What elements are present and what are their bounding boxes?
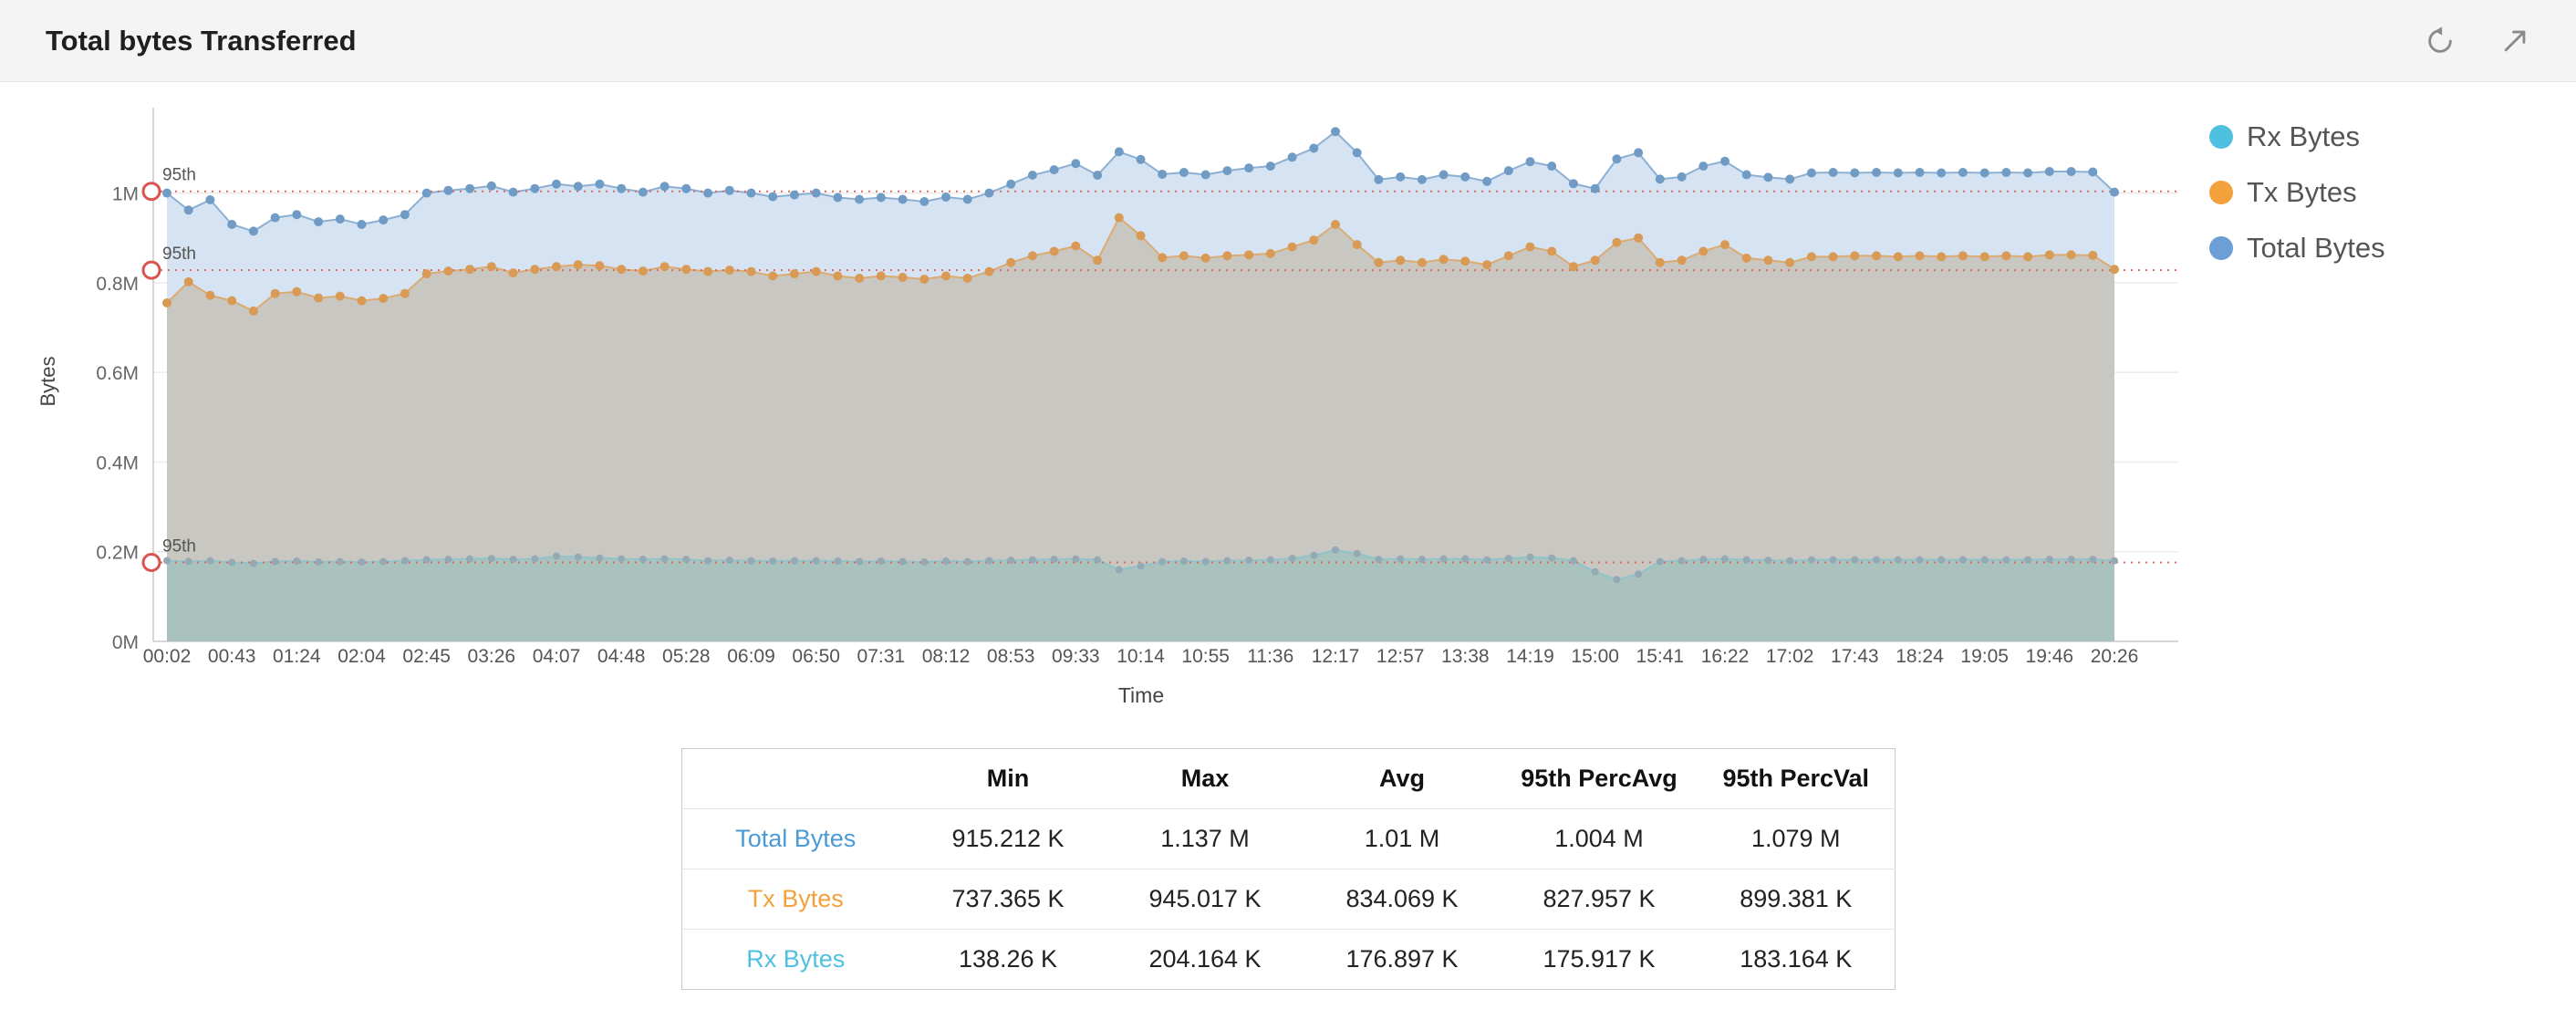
table-cell: 899.381 K: [1740, 885, 1853, 912]
table-row-total-bytes: Total Bytes 915.212 K 1.137 M 1.01 M 1.0…: [681, 808, 1895, 869]
table-cell: 183.164 K: [1740, 945, 1853, 973]
column-header-95th-percval: 95th PercVal: [1722, 765, 1870, 792]
svg-text:01:24: 01:24: [273, 646, 321, 667]
svg-text:03:26: 03:26: [468, 646, 516, 667]
table-cell: 176.897 K: [1345, 945, 1459, 973]
column-header-max: Max: [1180, 765, 1230, 792]
svg-text:13:38: 13:38: [1441, 646, 1490, 667]
svg-text:15:41: 15:41: [1636, 646, 1685, 667]
summary-table: Min Max Avg 95th PercAvg 95th PercVal To…: [680, 748, 1896, 990]
table-cell: 175.917 K: [1542, 945, 1656, 973]
series-label-rx-bytes[interactable]: Rx Bytes: [746, 945, 846, 973]
svg-text:04:48: 04:48: [597, 646, 646, 667]
table-cell: 834.069 K: [1345, 885, 1459, 912]
svg-text:11:36: 11:36: [1247, 646, 1293, 667]
table-cell: 138.26 K: [958, 945, 1058, 973]
legend-label: Total Bytes: [2247, 232, 2385, 264]
table-row-tx-bytes: Tx Bytes 737.365 K 945.017 K 834.069 K 8…: [681, 869, 1895, 930]
table-cell: 1.137 M: [1160, 825, 1250, 852]
column-header-blank: [681, 749, 909, 809]
svg-text:19:46: 19:46: [2026, 646, 2074, 667]
svg-text:95th: 95th: [162, 537, 196, 557]
expand-icon[interactable]: [2499, 26, 2530, 57]
refresh-icon[interactable]: [2425, 26, 2456, 57]
legend-dot-total: [2209, 236, 2233, 260]
svg-text:0.2M: 0.2M: [96, 543, 139, 564]
svg-text:0M: 0M: [112, 632, 139, 653]
svg-text:12:17: 12:17: [1312, 646, 1360, 667]
svg-text:17:02: 17:02: [1766, 646, 1814, 667]
svg-text:Bytes: Bytes: [36, 356, 59, 406]
legend-item-total-bytes[interactable]: Total Bytes: [2209, 232, 2385, 265]
chart-canvas[interactable]: 0M 0.2M 0.4M 0.6M 0.8M 1M 95th 95th 95th 00:02 00:…: [16, 89, 2206, 737]
table-cell: 945.017 K: [1148, 885, 1262, 912]
summary-table-section: Min Max Avg 95th PercAvg 95th PercVal To…: [0, 748, 2576, 990]
svg-text:05:28: 05:28: [662, 646, 711, 667]
svg-text:00:43: 00:43: [208, 646, 256, 667]
legend-dot-tx: [2209, 181, 2233, 204]
svg-text:20:26: 20:26: [2091, 646, 2139, 667]
table-cell: 827.957 K: [1542, 885, 1656, 912]
svg-text:08:53: 08:53: [987, 646, 1035, 667]
svg-text:00:02: 00:02: [143, 646, 192, 667]
svg-text:0.8M: 0.8M: [96, 274, 139, 295]
svg-text:06:50: 06:50: [792, 646, 840, 667]
table-cell: 737.365 K: [951, 885, 1065, 912]
svg-text:95th: 95th: [162, 166, 196, 185]
svg-text:02:04: 02:04: [338, 646, 386, 667]
svg-text:0.4M: 0.4M: [96, 453, 139, 474]
svg-text:09:33: 09:33: [1052, 646, 1100, 667]
svg-text:0.6M: 0.6M: [96, 363, 139, 384]
svg-text:1M: 1M: [112, 184, 139, 205]
svg-text:17:43: 17:43: [1831, 646, 1879, 667]
svg-text:19:05: 19:05: [1960, 646, 2009, 667]
svg-text:14:19: 14:19: [1506, 646, 1554, 667]
svg-text:07:31: 07:31: [857, 646, 906, 667]
svg-text:Time: Time: [1118, 683, 1164, 707]
table-cell: 1.079 M: [1750, 825, 1841, 852]
svg-text:18:24: 18:24: [1896, 646, 1944, 667]
column-header-avg: Avg: [1378, 765, 1425, 792]
table-cell: 204.164 K: [1148, 945, 1262, 973]
svg-text:15:00: 15:00: [1571, 646, 1619, 667]
svg-text:95th: 95th: [162, 245, 196, 264]
svg-text:16:22: 16:22: [1701, 646, 1750, 667]
legend-item-tx-bytes[interactable]: Tx Bytes: [2209, 176, 2385, 209]
series-label-tx-bytes[interactable]: Tx Bytes: [747, 885, 844, 912]
table-row-rx-bytes: Rx Bytes 138.26 K 204.164 K 176.897 K 17…: [681, 929, 1895, 990]
series-label-total-bytes[interactable]: Total Bytes: [735, 825, 857, 852]
svg-text:08:12: 08:12: [922, 646, 971, 667]
svg-text:12:57: 12:57: [1376, 646, 1425, 667]
widget-header: Total bytes Transferred: [0, 0, 2576, 82]
column-header-min: Min: [986, 765, 1030, 792]
svg-text:10:14: 10:14: [1117, 646, 1165, 667]
chart-legend: Rx Bytes Tx Bytes Total Bytes: [2206, 89, 2385, 737]
legend-dot-rx: [2209, 125, 2233, 149]
header-icons: [2425, 26, 2530, 57]
table-cell: 1.01 M: [1364, 825, 1440, 852]
svg-text:02:45: 02:45: [402, 646, 451, 667]
table-header-row: Min Max Avg 95th PercAvg 95th PercVal: [681, 749, 1895, 809]
table-cell: 915.212 K: [951, 825, 1065, 852]
svg-text:10:55: 10:55: [1181, 646, 1230, 667]
page-title: Total bytes Transferred: [46, 24, 357, 57]
column-header-95th-percavg: 95th PercAvg: [1521, 765, 1678, 792]
chart-section: 0M 0.2M 0.4M 0.6M 0.8M 1M 95th 95th 95th 00:02 00:…: [0, 82, 2576, 737]
legend-label: Rx Bytes: [2247, 120, 2361, 152]
legend-item-rx-bytes[interactable]: Rx Bytes: [2209, 120, 2385, 153]
legend-label: Tx Bytes: [2247, 176, 2357, 208]
svg-text:04:07: 04:07: [533, 646, 581, 667]
table-cell: 1.004 M: [1554, 825, 1644, 852]
svg-text:06:09: 06:09: [727, 646, 775, 667]
